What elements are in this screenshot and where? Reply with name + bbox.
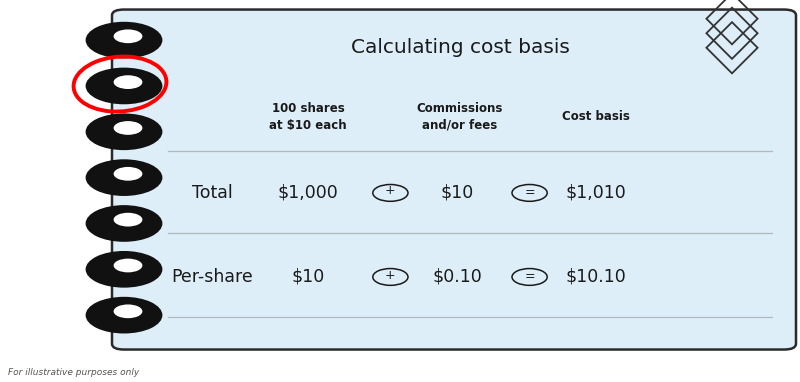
Text: $10: $10 [441,184,474,202]
Circle shape [86,159,162,196]
Circle shape [86,68,162,104]
Text: Commissions
and/or fees: Commissions and/or fees [417,102,503,131]
Text: $10: $10 [291,268,325,286]
Circle shape [86,205,162,242]
Text: $10.10: $10.10 [566,268,626,286]
Text: =: = [524,186,535,199]
Text: $1,010: $1,010 [566,184,626,202]
Circle shape [114,213,142,227]
Text: Calculating cost basis: Calculating cost basis [350,38,570,57]
Text: Cost basis: Cost basis [562,110,630,123]
Text: =: = [524,270,535,283]
Circle shape [114,304,142,318]
Text: For illustrative purposes only: For illustrative purposes only [8,368,139,377]
Text: $0.10: $0.10 [433,268,482,286]
Text: +: + [385,185,396,197]
Text: $1,000: $1,000 [278,184,338,202]
FancyBboxPatch shape [112,10,796,350]
Text: Total: Total [192,184,232,202]
Circle shape [114,167,142,181]
Text: Per-share: Per-share [171,268,253,286]
Circle shape [114,29,142,43]
Circle shape [114,259,142,272]
Circle shape [86,297,162,333]
Text: +: + [385,269,396,282]
Circle shape [86,113,162,150]
Circle shape [114,75,142,89]
Text: 100 shares
at $10 each: 100 shares at $10 each [269,102,347,131]
Circle shape [114,121,142,135]
Circle shape [86,251,162,288]
Circle shape [86,22,162,58]
